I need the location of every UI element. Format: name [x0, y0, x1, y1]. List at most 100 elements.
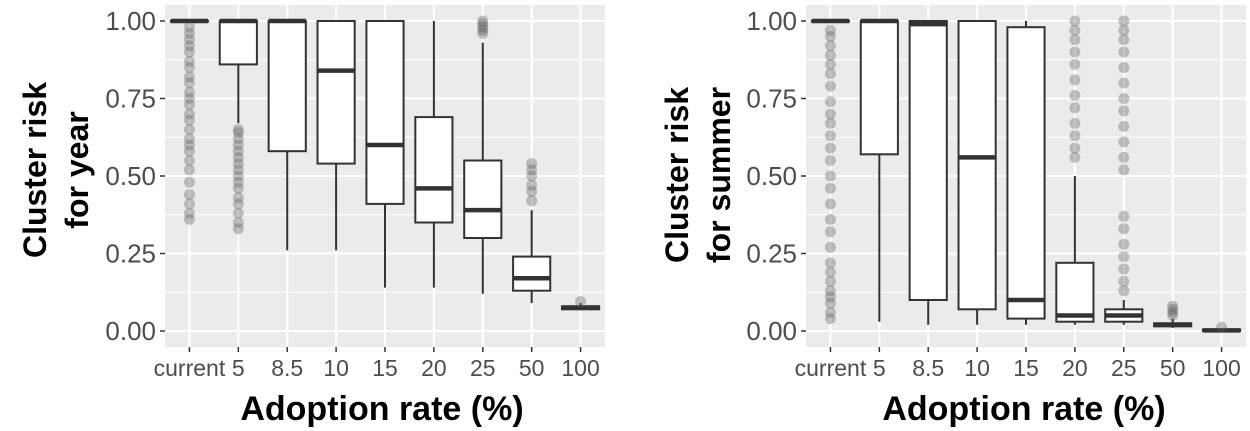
left-outlier-point [183, 176, 195, 188]
left-box [316, 20, 356, 165]
right-outlier-point [1069, 142, 1081, 154]
left-x-tick-label: current [154, 355, 226, 381]
left-outlier-point [526, 158, 538, 170]
right-outlier-point [1118, 151, 1130, 163]
right-outlier-point [1118, 34, 1130, 46]
right-x-ticks: current 5 8.5 10 15 20 25 50 100 [795, 347, 1241, 381]
left-y-tick-label: 0.25 [105, 239, 156, 269]
left-x-tick-label: 8.5 [271, 355, 303, 381]
left-outlier-point [183, 55, 195, 67]
left-outlier-point [183, 155, 195, 166]
right-outlier-point [824, 49, 836, 61]
right-outlier-point [824, 285, 836, 297]
left-y-axis-title-line2: for year [59, 111, 95, 228]
right-x-axis-title: Adoption rate (%) [882, 390, 1165, 428]
right-outlier-point [1069, 151, 1081, 163]
left-outlier-point [232, 176, 244, 188]
left-outlier-point [232, 133, 244, 145]
left-outlier-point [183, 164, 195, 176]
left-outlier-point [477, 24, 489, 36]
left-box-group-current [169, 18, 210, 225]
right-outlier-point [1069, 34, 1081, 46]
right-box-group-100 [1201, 321, 1242, 333]
right-outlier-point [1216, 321, 1228, 333]
left-boxes [169, 15, 601, 311]
left-outlier-point [232, 145, 244, 157]
left-y-ticks: 0.00 0.25 0.50 0.75 1.00 [105, 6, 165, 346]
right-outlier-point [824, 155, 836, 166]
right-outlier-point [1118, 210, 1130, 222]
left-outlier-point [526, 170, 538, 182]
left-outlier-point [232, 170, 244, 182]
right-outlier-point [824, 170, 836, 182]
right-outlier-point [824, 213, 836, 225]
left-outlier-point [232, 217, 244, 228]
right-outlier-point [1118, 62, 1130, 73]
left-outlier-point [232, 198, 244, 210]
left-outlier-point [477, 27, 489, 39]
right-y-tick-label: 1.00 [746, 6, 797, 36]
right-y-axis-title-line1: Cluster risk [659, 87, 695, 263]
right-outlier-point [1118, 238, 1130, 250]
right-x-tick-label: current [795, 355, 867, 381]
left-x-ticks: current 5 8.5 10 15 20 25 50 100 [154, 347, 600, 381]
right-outlier-point [1167, 300, 1179, 312]
left-box-group-10 [316, 20, 356, 251]
right-outlier-point [1069, 24, 1081, 36]
right-outlier-point [1118, 105, 1130, 117]
right-y-tick-label: 0.50 [746, 161, 797, 191]
left-outlier-point [477, 21, 489, 33]
right-outlier-point [824, 275, 836, 287]
left-x-tick-label: 20 [421, 355, 447, 381]
left-box-group-50 [512, 158, 552, 304]
left-outlier-point [183, 99, 195, 111]
left-outlier-point [477, 15, 489, 27]
right-outlier-point [824, 291, 836, 303]
right-outlier-point [1167, 306, 1179, 318]
left-box [414, 116, 454, 224]
left-chart: 0.00 0.25 0.50 0.75 1.00 current 5 8.5 10 15 20 25… [17, 5, 605, 428]
right-outlier-point [824, 306, 836, 318]
right-box-group-20 [1055, 15, 1095, 325]
left-box-group-100 [560, 296, 601, 311]
left-box [512, 255, 552, 292]
right-outlier-point [824, 108, 836, 120]
right-x-tick-label: 8.5 [912, 355, 944, 381]
right-outlier-point [1118, 164, 1130, 176]
right-outlier-point [824, 130, 836, 142]
left-outlier-point [232, 124, 244, 135]
right-x-tick-label: 100 [1202, 355, 1240, 381]
left-y-tick-label: 0.75 [105, 84, 156, 114]
left-x-tick-label: 5 [232, 355, 245, 381]
right-outlier-point [1118, 93, 1130, 104]
left-outlier-point [232, 223, 244, 235]
right-y-tick-label: 0.75 [746, 84, 797, 114]
right-y-ticks: 0.00 0.25 0.50 0.75 1.00 [746, 6, 806, 346]
right-box [1055, 261, 1095, 323]
right-box-group-25 [1104, 15, 1144, 325]
left-outlier-point [183, 46, 195, 58]
right-boxes [810, 15, 1242, 333]
left-outlier-point [232, 139, 244, 151]
right-outlier-point [1118, 46, 1130, 58]
right-x-tick-label: 5 [873, 355, 886, 381]
left-box [218, 20, 258, 66]
left-box-group-25 [463, 15, 503, 294]
left-outlier-point [183, 189, 195, 201]
right-box-group-current [810, 18, 851, 325]
right-x-tick-label: 10 [964, 355, 990, 381]
left-y-tick-label: 1.00 [105, 6, 156, 36]
right-outlier-point [824, 68, 836, 80]
left-box-group-8.5 [267, 18, 307, 251]
right-box [908, 20, 948, 301]
left-outlier-point [183, 108, 195, 120]
left-outlier-point [232, 151, 244, 163]
right-y-tick-label: 0.00 [746, 316, 797, 346]
left-outlier-point [183, 86, 195, 98]
right-x-tick-label: 15 [1013, 355, 1039, 381]
left-outlier-point [183, 139, 195, 151]
left-outlier-point [183, 71, 195, 83]
left-outlier-point [526, 195, 538, 207]
right-box [957, 20, 997, 311]
